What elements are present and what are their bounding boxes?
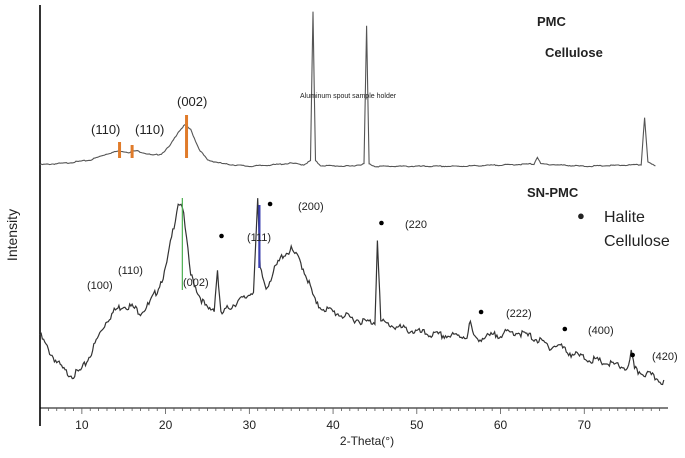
legend-halite-marker: ● <box>577 208 585 223</box>
halite-dot-marker <box>219 233 224 239</box>
x-tick-label: 20 <box>159 418 173 432</box>
series-name-pmc: PMC <box>537 14 567 29</box>
sn-peak-label-110: (110) <box>118 265 143 277</box>
halite-dot-marker <box>379 220 384 226</box>
x-tick-label: 10 <box>75 418 89 432</box>
halite-dot-marker <box>267 201 273 207</box>
pmc-peak-label-002: (002) <box>177 94 207 109</box>
x-axis-label: 2-Theta(°) <box>340 434 394 448</box>
x-tick-label: 30 <box>243 418 257 432</box>
sn-peak-label-420: (420) <box>652 351 678 363</box>
legend-halite-label: Halite <box>604 209 645 226</box>
sn-peak-label-100: (100) <box>87 280 113 292</box>
sn-peak-label-220: (220 <box>405 219 427 231</box>
sample-holder-annotation: Aluminum spout sample holder <box>300 93 397 100</box>
sn-peak-label-222: (222) <box>506 308 532 320</box>
x-tick-label: 60 <box>494 418 508 432</box>
sn-peak-label-111: (111) <box>247 232 271 244</box>
halite-dot-marker <box>630 352 635 358</box>
sn-peak-label-200: (200) <box>298 201 324 213</box>
pmc-peak-label-110b: (110) <box>135 122 164 137</box>
series-line-sn-pmc <box>39 198 665 386</box>
series-subtitle-cellulose: Cellulose <box>545 45 603 60</box>
halite-dot-marker <box>478 309 484 315</box>
x-tick-label: 70 <box>578 418 592 432</box>
series-name-sn-pmc: SN-PMC <box>527 185 579 200</box>
x-minor-ticks <box>47 408 661 411</box>
x-major-ticks: 10 20 30 40 50 60 70 <box>75 408 591 432</box>
sn-peak-label-002: (002) <box>183 277 209 289</box>
sn-peak-label-400: (400) <box>588 325 614 337</box>
series-line-pmc <box>39 11 656 168</box>
halite-dot-marker <box>562 326 568 332</box>
x-tick-label: 40 <box>326 418 340 432</box>
y-axis-label: Intensity <box>4 209 20 261</box>
x-tick-label: 50 <box>410 418 424 432</box>
pmc-peak-label-110a: (110) <box>91 122 120 137</box>
legend-cellulose-label: Cellulose <box>604 233 670 250</box>
